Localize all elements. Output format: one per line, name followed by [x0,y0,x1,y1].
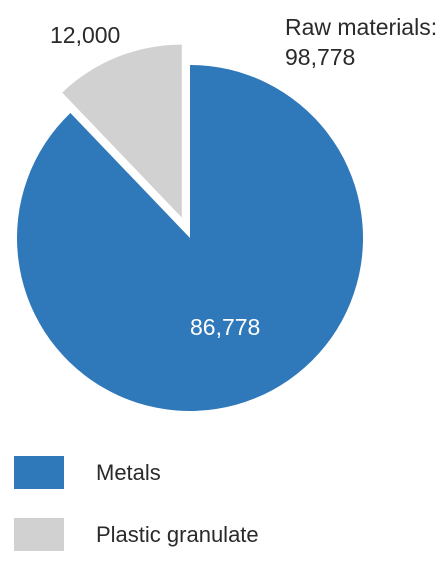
legend-swatch-metals [14,456,64,489]
total-value: 98,778 [285,44,356,70]
pie-chart [17,44,364,411]
legend: Metals Plastic granulate [14,455,259,579]
pie-slice-plastic-granulate [62,44,182,218]
slice-label-plastic: 12,000 [50,22,121,48]
pie-slice-metals [17,65,364,411]
legend-label-metals: Metals [96,459,161,485]
legend-item-plastic: Plastic granulate [14,517,259,552]
legend-swatch-plastic [14,518,64,551]
legend-item-metals: Metals [14,455,259,490]
total-title: Raw materials: [285,14,438,40]
slice-label-metals: 86,778 [190,314,261,340]
legend-label-plastic: Plastic granulate [96,521,259,547]
total-label: Raw materials: 98,778 [285,12,437,72]
